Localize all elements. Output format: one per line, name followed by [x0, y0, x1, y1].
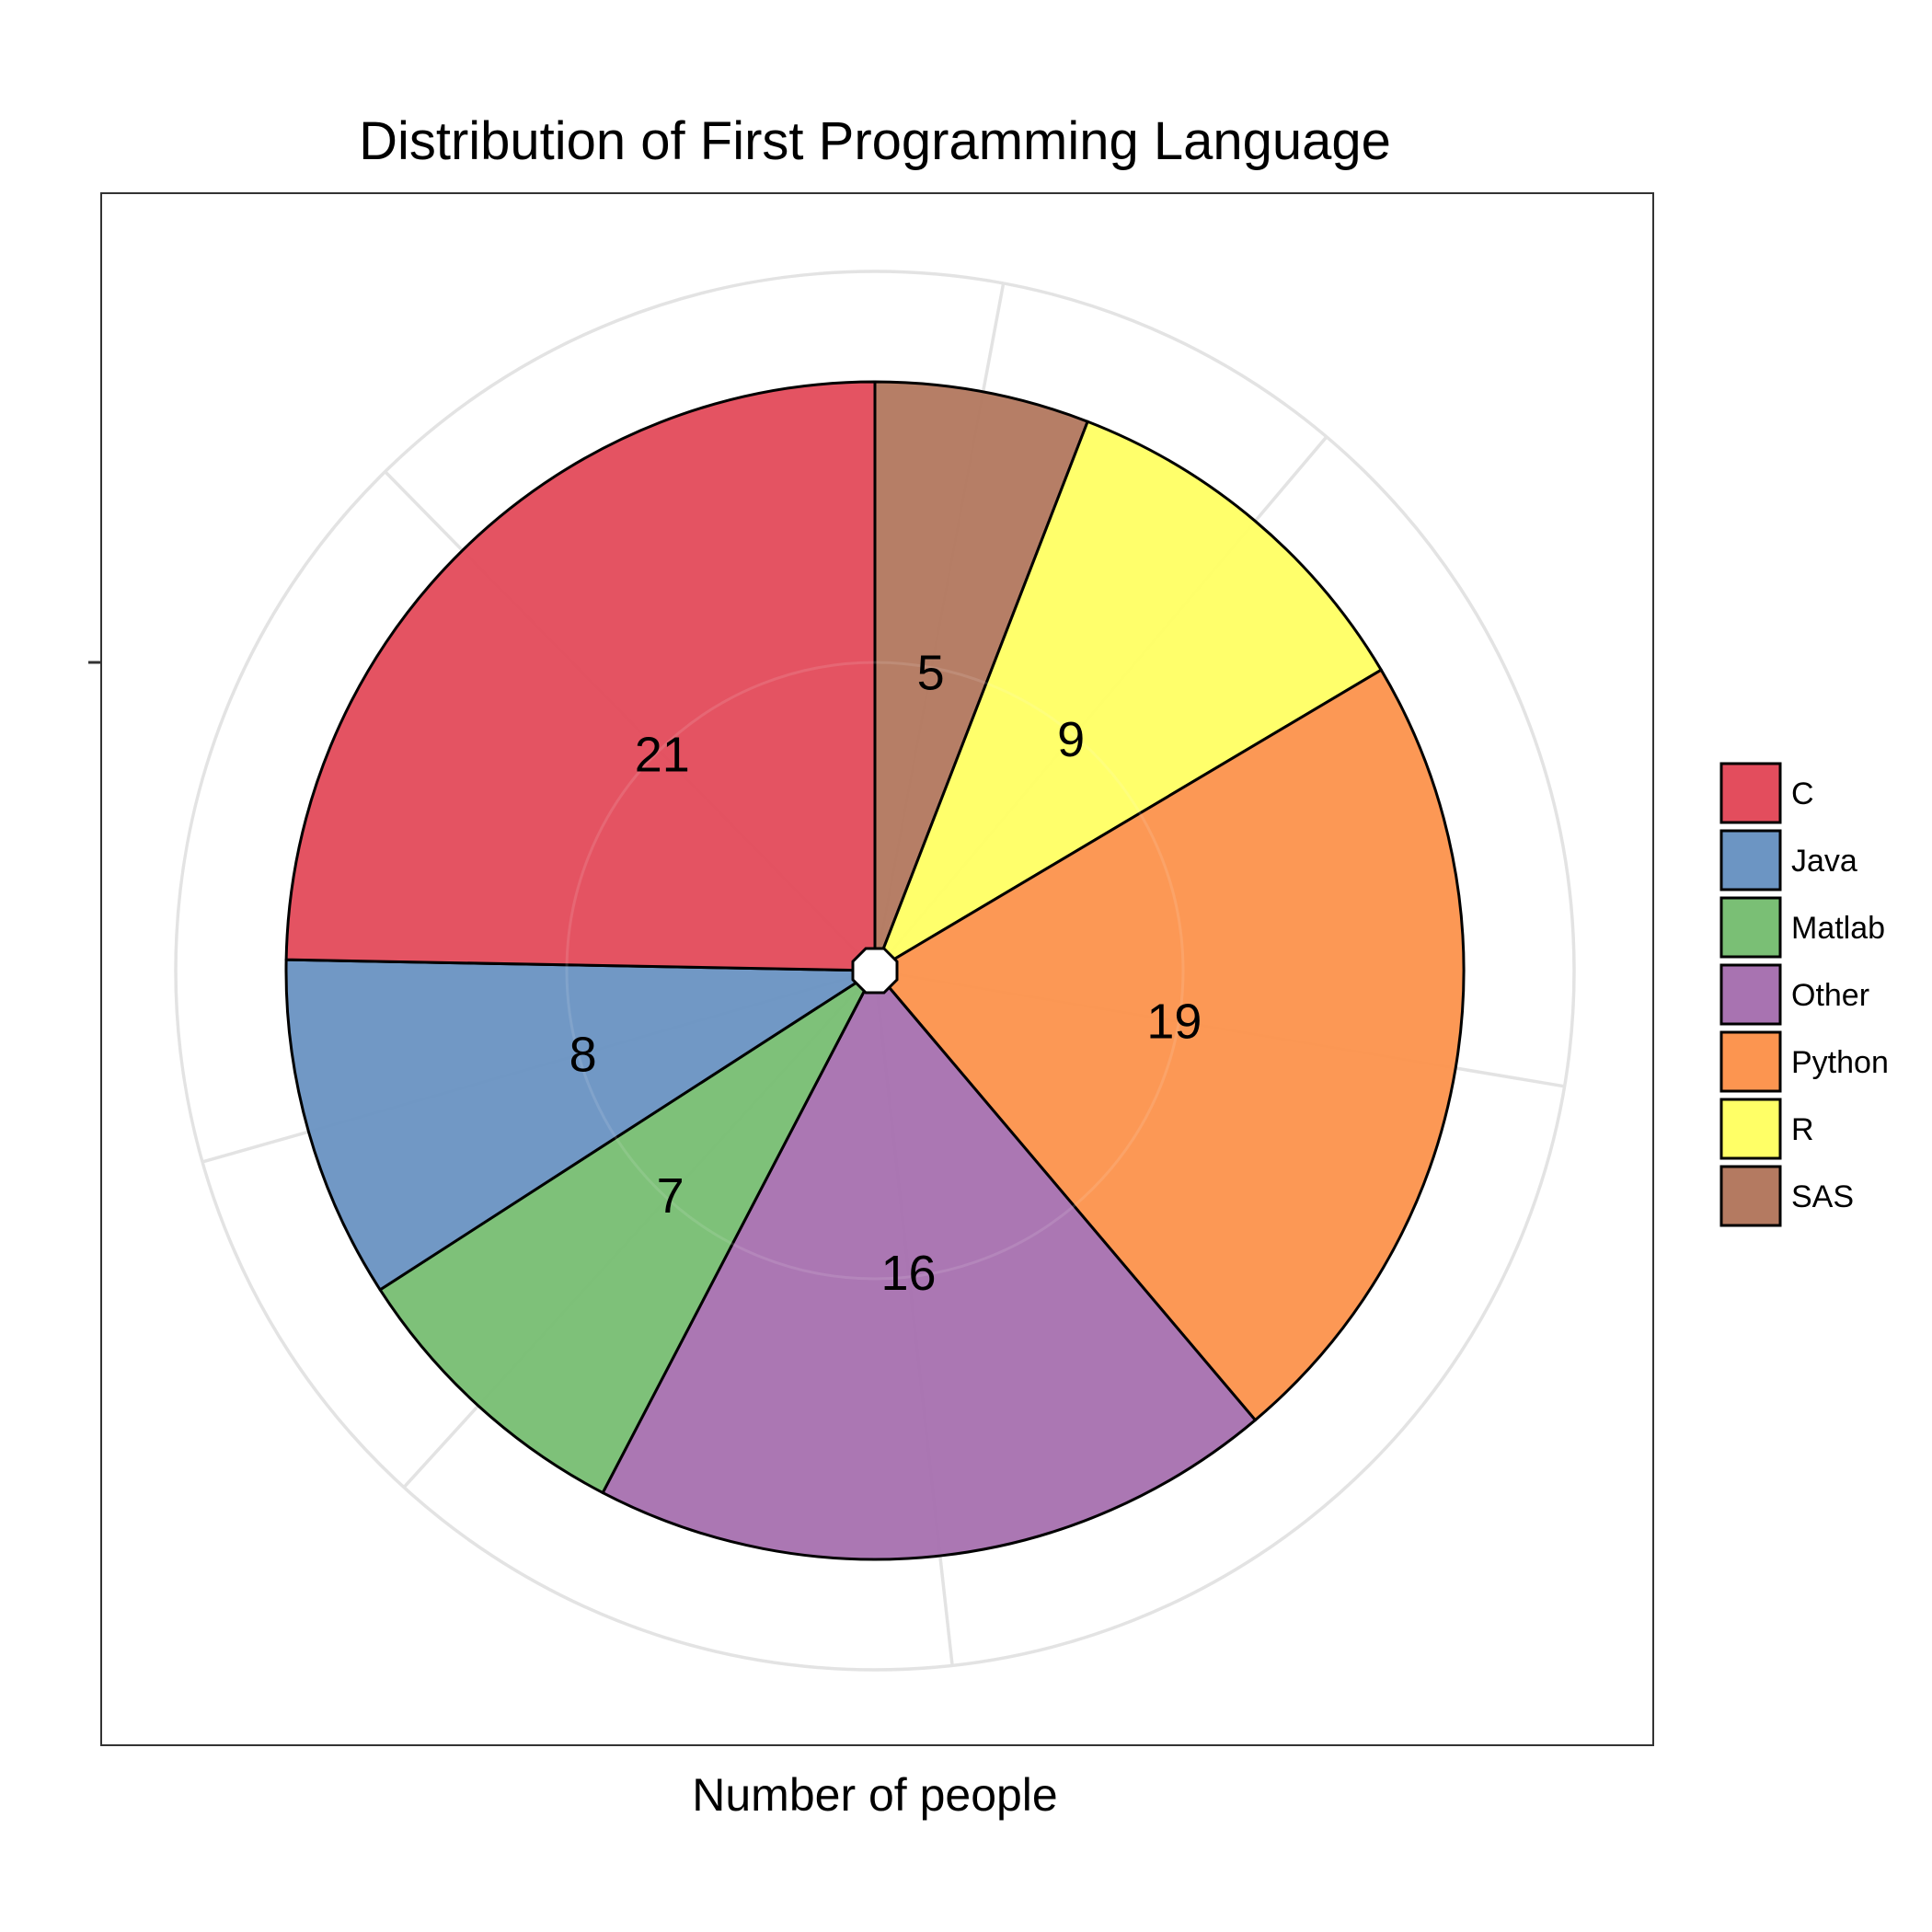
legend-label-matlab: Matlab: [1791, 911, 1885, 946]
legend-swatch-r: [1719, 1098, 1782, 1160]
grid-circle-overlay: [565, 661, 1185, 1281]
pie-slice-other: [601, 969, 1257, 1561]
slice-label-java: 8: [569, 1027, 597, 1082]
slice-label-c: 21: [635, 728, 690, 783]
slice-labels: 5 9 19 16 7 8 21: [569, 646, 1202, 1301]
slices: [284, 380, 1466, 1561]
slice-label-r: 9: [1057, 712, 1085, 767]
legend-label-sas: SAS: [1791, 1179, 1854, 1214]
pie-slice-sas: [873, 380, 1089, 972]
slice-label-python: 19: [1146, 995, 1202, 1050]
legend-label-r: R: [1791, 1112, 1814, 1147]
legend: C Java Matlab Other Python R SAS: [1719, 762, 1889, 1227]
chart-title: Distribution of First Programming Langua…: [359, 111, 1391, 171]
center-hole: [851, 947, 899, 995]
x-axis-label: Number of people: [692, 1769, 1057, 1821]
legend-swatch-c: [1719, 762, 1782, 824]
legend-swatch-sas: [1719, 1165, 1782, 1227]
legend-swatch-python: [1719, 1030, 1782, 1093]
pie-slice-java: [284, 958, 877, 1292]
legend-label-python: Python: [1791, 1045, 1889, 1080]
legend-label-other: Other: [1791, 978, 1869, 1013]
pie-slice-matlab: [378, 969, 877, 1495]
legend-label-java: Java: [1791, 844, 1857, 879]
pie-slice-python: [873, 668, 1466, 1422]
legend-swatch-other: [1719, 963, 1782, 1026]
slice-label-other: 16: [880, 1246, 936, 1301]
legend-swatch-matlab: [1719, 896, 1782, 959]
legend-label-c: C: [1791, 776, 1814, 811]
slice-label-sas: 5: [917, 646, 945, 701]
pie-slice-c: [284, 380, 877, 972]
pie-slice-r: [873, 420, 1383, 972]
legend-swatch-java: [1719, 829, 1782, 891]
grid-circle: [174, 270, 1576, 1672]
slice-label-matlab: 7: [657, 1168, 684, 1224]
